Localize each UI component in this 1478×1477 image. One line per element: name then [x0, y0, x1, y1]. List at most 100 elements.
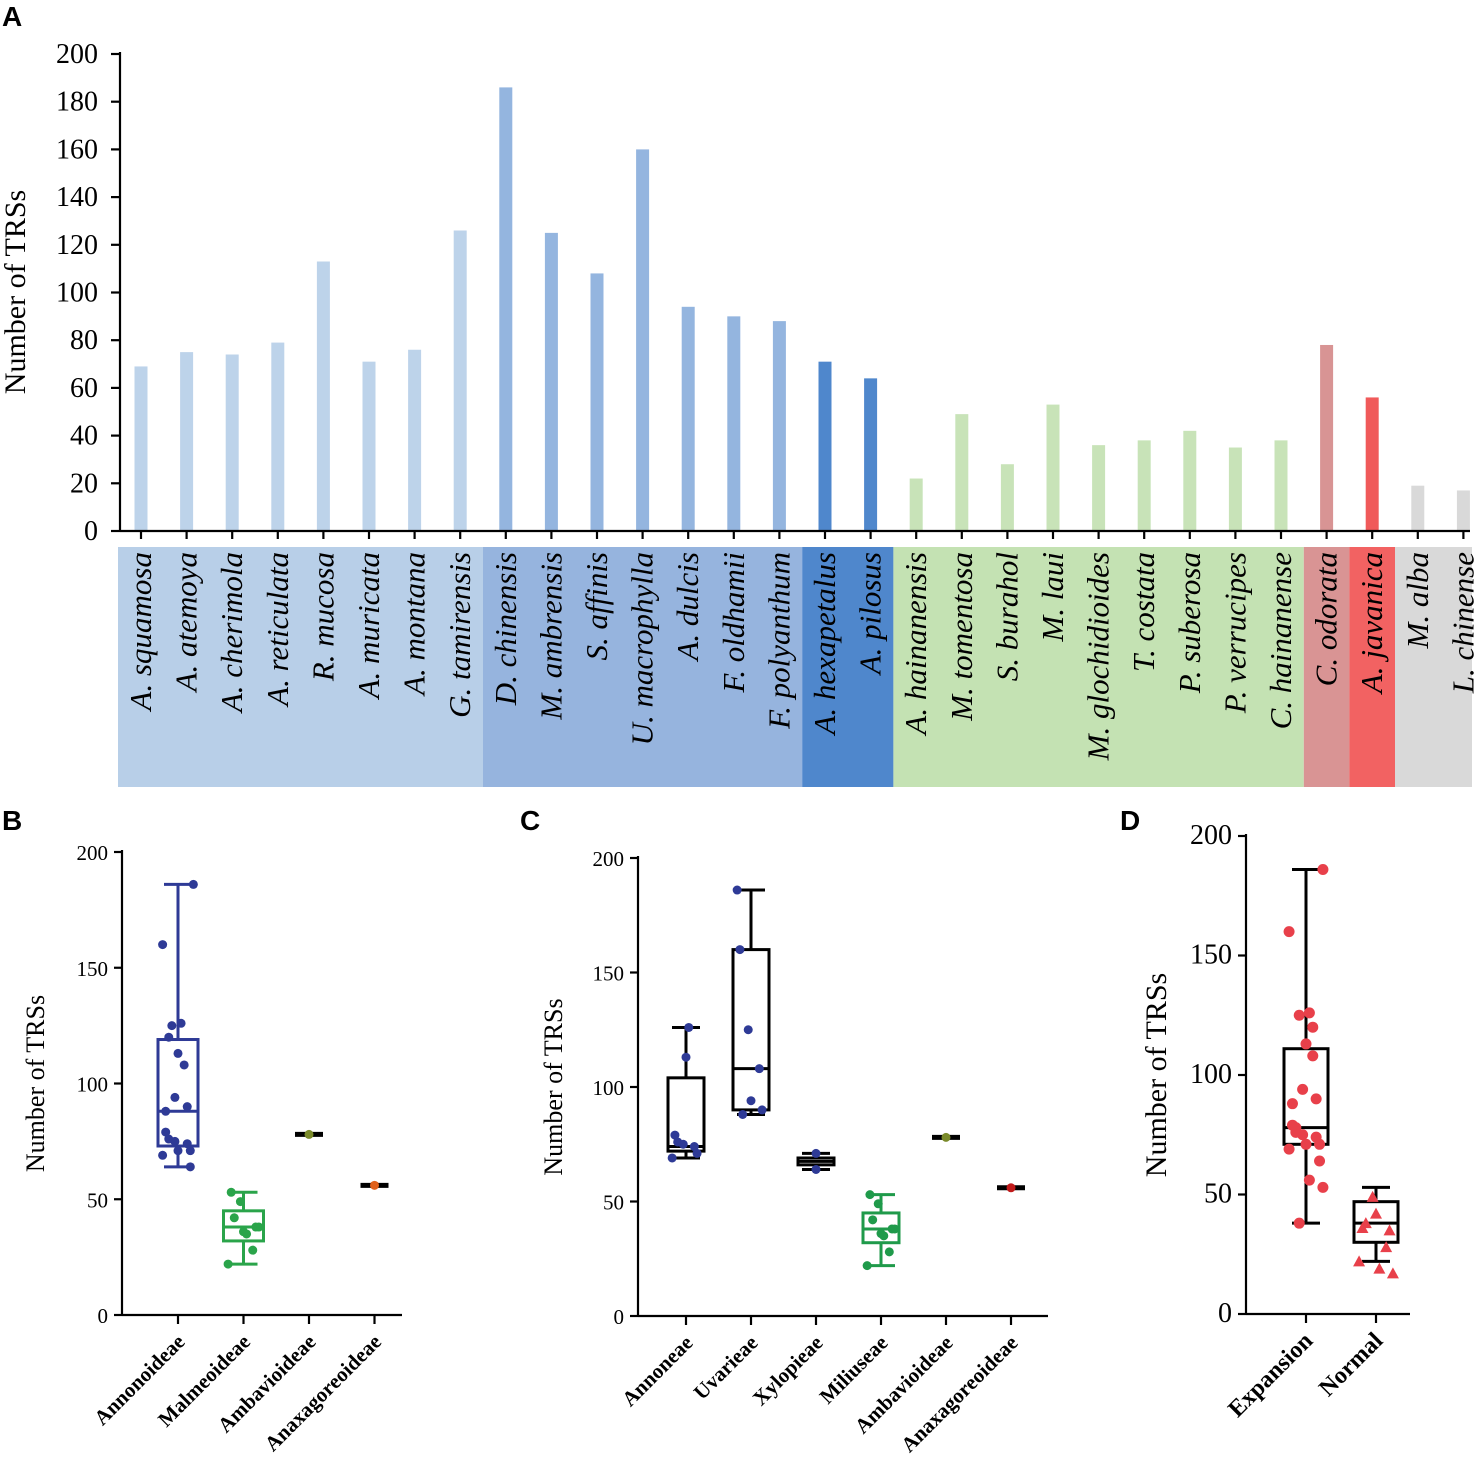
bar: [590, 273, 604, 531]
data-point: [689, 1142, 699, 1152]
category-label: Expansion: [1223, 1328, 1318, 1423]
panel-a-bar-chart: 0 20 40 60 80 100 120 140 160 180 200 Number of TRS…: [0, 39, 1478, 787]
data-point: [1286, 1098, 1298, 1110]
species-label: M. ambrensis: [533, 552, 568, 721]
data-point: [1380, 1241, 1393, 1253]
y-tick-label: 40: [70, 421, 98, 452]
group-band-3: [893, 547, 1304, 787]
data-point: [735, 945, 745, 955]
data-point: [1307, 1021, 1319, 1033]
group-band-4: [1303, 547, 1350, 787]
y-tick-label: 200: [56, 39, 98, 70]
y-tick-label: 60: [70, 373, 98, 404]
data-point: [370, 1180, 379, 1190]
panel-d-box-plot: 0 50 100 150 200 Number of TRSs ExpansionNorma…: [1140, 820, 1410, 1423]
species-label: F. oldhamii: [716, 552, 751, 694]
species-label: G. tamirensis: [442, 552, 477, 718]
bar: [225, 354, 239, 531]
data-point: [248, 1245, 258, 1255]
data-point: [1307, 1050, 1319, 1062]
data-point: [1383, 1224, 1396, 1236]
bar: [1411, 485, 1425, 531]
data-point: [173, 1048, 183, 1058]
data-point: [1359, 1217, 1372, 1229]
y-tick-label: 100: [1190, 1059, 1232, 1090]
y-tick-label: 80: [70, 325, 98, 356]
data-point: [1300, 1138, 1312, 1150]
data-point: [1353, 1255, 1366, 1267]
bar: [727, 316, 741, 531]
species-label: S. affinis: [579, 552, 614, 661]
bar: [134, 366, 148, 531]
species-label: T. costata: [1126, 552, 1161, 672]
y-axis-title: Number of TRSs: [0, 190, 32, 394]
y-tick-label: 140: [56, 182, 98, 213]
data-point: [304, 1129, 314, 1139]
species-label: M. alba: [1400, 552, 1435, 649]
species-label: A. javanica: [1354, 552, 1389, 695]
panel-label-a: A: [2, 1, 22, 32]
data-point: [176, 1018, 186, 1028]
data-point: [743, 1025, 753, 1035]
y-tick-label: 0: [98, 1304, 109, 1328]
species-label: A. reticulata: [260, 552, 295, 708]
data-point: [811, 1164, 821, 1174]
species-label: U. macrophylla: [625, 552, 660, 745]
bar: [271, 342, 285, 531]
box: [156, 1038, 200, 1148]
data-point: [746, 1096, 756, 1106]
data-point: [161, 1106, 171, 1116]
species-label: R. mucosa: [305, 552, 340, 682]
data-point: [1366, 1190, 1379, 1202]
data-point: [757, 1105, 767, 1115]
data-point: [1310, 1093, 1322, 1105]
data-point: [879, 1231, 889, 1241]
data-point: [1317, 863, 1329, 875]
data-point: [226, 1187, 236, 1197]
data-point: [179, 1060, 189, 1070]
data-point: [692, 1148, 702, 1158]
data-point: [235, 1197, 245, 1207]
box: [666, 1076, 706, 1153]
data-point: [941, 1132, 951, 1142]
data-point: [1290, 1122, 1302, 1134]
data-point: [254, 1222, 264, 1232]
category-label: Xylopieae: [748, 1331, 828, 1411]
data-point: [1303, 1007, 1315, 1019]
bar: [453, 230, 467, 532]
data-point: [862, 1261, 872, 1271]
y-tick-label: 200: [77, 841, 109, 865]
y-tick-label: 160: [56, 134, 98, 165]
y-tick-label: 100: [77, 1073, 109, 1097]
y-tick-label: 150: [1190, 940, 1232, 971]
species-label: A. squamosa: [123, 552, 158, 712]
data-point: [670, 1130, 680, 1140]
data-point: [738, 1109, 748, 1119]
data-point: [170, 1092, 180, 1102]
bar: [955, 414, 969, 531]
data-point: [1006, 1183, 1016, 1193]
data-point: [164, 1134, 174, 1144]
data-point: [1297, 1083, 1309, 1095]
category-label: Anaxagoreoideae: [260, 1330, 386, 1456]
species-label: M. glochidioides: [1081, 552, 1116, 761]
bar: [772, 321, 786, 531]
y-tick-label: 120: [56, 230, 98, 261]
data-point: [681, 1052, 691, 1062]
y-tick-label: 180: [56, 87, 98, 118]
data-point: [229, 1213, 239, 1223]
bar: [499, 87, 513, 531]
data-point: [873, 1199, 883, 1209]
species-label: P. suberosa: [1172, 552, 1207, 694]
data-point: [188, 879, 198, 889]
data-point: [185, 1162, 195, 1172]
data-point: [754, 1064, 764, 1074]
bar: [1183, 430, 1197, 531]
species-label: M. tomentosa: [944, 552, 979, 722]
group-band-2: [802, 547, 894, 787]
bar: [1320, 344, 1334, 531]
data-point: [223, 1259, 233, 1269]
species-label: S. burahol: [989, 552, 1024, 681]
